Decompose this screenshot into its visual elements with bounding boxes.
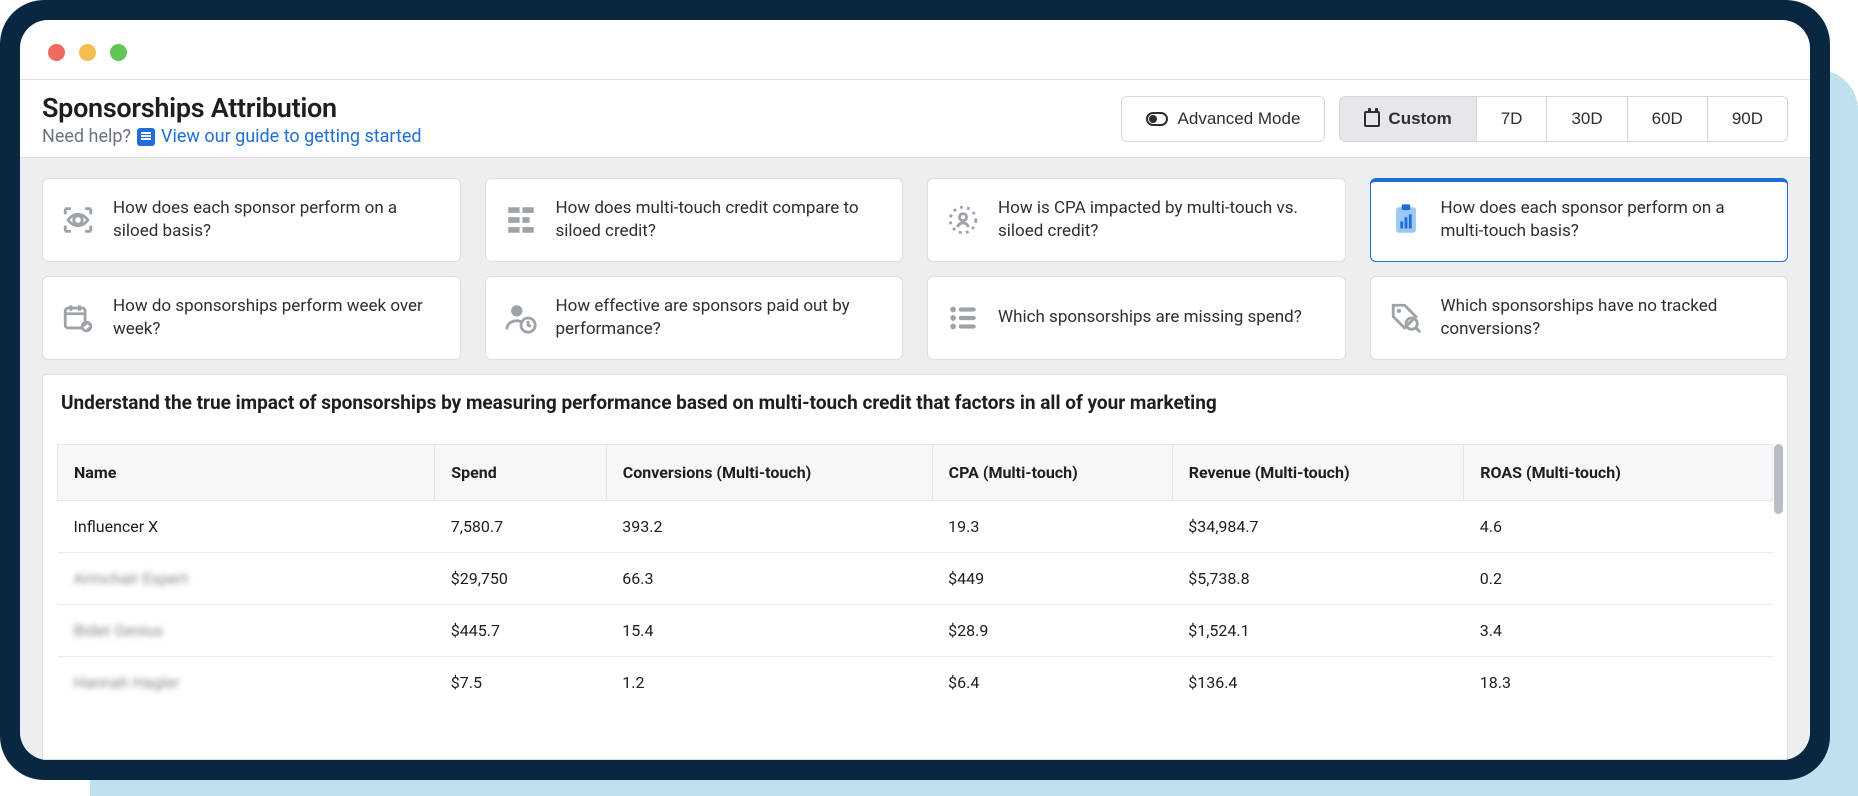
col-roas[interactable]: ROAS (Multi-touch) bbox=[1464, 444, 1773, 500]
user-clock-icon bbox=[504, 301, 538, 335]
card-no-conversions[interactable]: Which sponsorships have no tracked conve… bbox=[1370, 276, 1789, 360]
topbar: Sponsorships Attribution Need help? View… bbox=[20, 79, 1810, 158]
cell-name: Hannah Hagler bbox=[58, 656, 435, 708]
cell-cpa: $449 bbox=[932, 552, 1172, 604]
calendar-icon bbox=[1364, 111, 1380, 127]
cell-spend: $445.7 bbox=[435, 604, 607, 656]
card-cpa-impact[interactable]: How is CPA impacted by multi-touch vs. s… bbox=[927, 178, 1346, 262]
col-revenue[interactable]: Revenue (Multi-touch) bbox=[1172, 444, 1464, 500]
calendar-check-icon bbox=[61, 301, 95, 335]
help-link[interactable]: View our guide to getting started bbox=[161, 126, 422, 147]
browser-window: Sponsorships Attribution Need help? View… bbox=[20, 20, 1810, 760]
advanced-mode-button[interactable]: Advanced Mode bbox=[1121, 96, 1326, 142]
page-title: Sponsorships Attribution bbox=[42, 92, 422, 124]
table-body: Influencer X7,580.7393.219.3$34,984.74.6… bbox=[58, 500, 1773, 708]
table-header-row: Name Spend Conversions (Multi-touch) CPA… bbox=[58, 444, 1773, 500]
top-controls: Advanced Mode Custom 7D 30D 60D 90D bbox=[1121, 96, 1788, 142]
col-cpa[interactable]: CPA (Multi-touch) bbox=[932, 444, 1172, 500]
card-label: How do sponsorships perform week over we… bbox=[113, 295, 442, 341]
clipboard-chart-icon bbox=[1389, 203, 1423, 237]
tag-search-icon bbox=[1389, 301, 1423, 335]
cell-roas: 3.4 bbox=[1464, 604, 1773, 656]
page-content: Sponsorships Attribution Need help? View… bbox=[20, 79, 1810, 760]
user-gear-icon bbox=[946, 203, 980, 237]
range-60d-button[interactable]: 60D bbox=[1628, 97, 1708, 141]
table-row[interactable]: Bidet Genius$445.715.4$28.9$1,524.13.4 bbox=[58, 604, 1773, 656]
advanced-mode-label: Advanced Mode bbox=[1178, 109, 1301, 129]
range-custom-label: Custom bbox=[1388, 109, 1451, 129]
col-spend[interactable]: Spend bbox=[435, 444, 607, 500]
dark-frame: Sponsorships Attribution Need help? View… bbox=[0, 0, 1830, 780]
card-label: Which sponsorships have no tracked conve… bbox=[1441, 295, 1770, 341]
cell-rev: $1,524.1 bbox=[1172, 604, 1464, 656]
list-icon bbox=[946, 301, 980, 335]
cell-roas: 18.3 bbox=[1464, 656, 1773, 708]
close-window-icon[interactable] bbox=[48, 44, 65, 61]
question-cards: How does each sponsor perform on a siloe… bbox=[20, 158, 1810, 374]
table-container: Name Spend Conversions (Multi-touch) CPA… bbox=[42, 430, 1788, 760]
eye-icon bbox=[61, 203, 95, 237]
section-title: Understand the true impact of sponsorshi… bbox=[42, 374, 1788, 430]
cell-cpa: 19.3 bbox=[932, 500, 1172, 552]
table-row[interactable]: Influencer X7,580.7393.219.3$34,984.74.6 bbox=[58, 500, 1773, 552]
col-name[interactable]: Name bbox=[58, 444, 435, 500]
help-prefix: Need help? bbox=[42, 126, 131, 147]
table-row[interactable]: Hannah Hagler$7.51.2$6.4$136.418.3 bbox=[58, 656, 1773, 708]
maximize-window-icon[interactable] bbox=[110, 44, 127, 61]
card-label: How does each sponsor perform on a multi… bbox=[1441, 197, 1770, 243]
cell-conv: 66.3 bbox=[606, 552, 932, 604]
date-range-group: Custom 7D 30D 60D 90D bbox=[1339, 96, 1788, 142]
card-label: How does multi-touch credit compare to s… bbox=[556, 197, 885, 243]
card-performance-payout[interactable]: How effective are sponsors paid out by p… bbox=[485, 276, 904, 360]
cell-spend: 7,580.7 bbox=[435, 500, 607, 552]
card-credit-compare[interactable]: How does multi-touch credit compare to s… bbox=[485, 178, 904, 262]
card-label: How is CPA impacted by multi-touch vs. s… bbox=[998, 197, 1327, 243]
card-label: Which sponsorships are missing spend? bbox=[998, 306, 1302, 329]
card-multitouch-performance[interactable]: How does each sponsor perform on a multi… bbox=[1370, 178, 1789, 262]
cell-name: Influencer X bbox=[58, 500, 435, 552]
window-traffic-lights bbox=[20, 20, 1810, 79]
cell-cpa: $6.4 bbox=[932, 656, 1172, 708]
range-90d-button[interactable]: 90D bbox=[1708, 97, 1787, 141]
table-row[interactable]: Armchair Expert$29,75066.3$449$5,738.80.… bbox=[58, 552, 1773, 604]
scrollbar[interactable] bbox=[1774, 444, 1783, 514]
card-label: How effective are sponsors paid out by p… bbox=[556, 295, 885, 341]
cell-roas: 0.2 bbox=[1464, 552, 1773, 604]
card-siloed-performance[interactable]: How does each sponsor perform on a siloe… bbox=[42, 178, 461, 262]
cell-rev: $34,984.7 bbox=[1172, 500, 1464, 552]
minimize-window-icon[interactable] bbox=[79, 44, 96, 61]
cell-name: Armchair Expert bbox=[58, 552, 435, 604]
range-30d-button[interactable]: 30D bbox=[1547, 97, 1627, 141]
range-custom-button[interactable]: Custom bbox=[1340, 97, 1476, 141]
cell-roas: 4.6 bbox=[1464, 500, 1773, 552]
cell-rev: $5,738.8 bbox=[1172, 552, 1464, 604]
cell-conv: 393.2 bbox=[606, 500, 932, 552]
cell-cpa: $28.9 bbox=[932, 604, 1172, 656]
toggle-icon bbox=[1146, 112, 1168, 126]
grid-icon bbox=[504, 203, 538, 237]
cell-spend: $29,750 bbox=[435, 552, 607, 604]
range-7d-button[interactable]: 7D bbox=[1477, 97, 1548, 141]
cell-name: Bidet Genius bbox=[58, 604, 435, 656]
title-block: Sponsorships Attribution Need help? View… bbox=[42, 92, 422, 147]
card-missing-spend[interactable]: Which sponsorships are missing spend? bbox=[927, 276, 1346, 360]
card-week-over-week[interactable]: How do sponsorships perform week over we… bbox=[42, 276, 461, 360]
col-conversions[interactable]: Conversions (Multi-touch) bbox=[606, 444, 932, 500]
cell-spend: $7.5 bbox=[435, 656, 607, 708]
book-icon bbox=[137, 128, 155, 146]
cell-rev: $136.4 bbox=[1172, 656, 1464, 708]
card-label: How does each sponsor perform on a siloe… bbox=[113, 197, 442, 243]
sponsorship-table: Name Spend Conversions (Multi-touch) CPA… bbox=[57, 444, 1773, 708]
help-row: Need help? View our guide to getting sta… bbox=[42, 126, 422, 147]
cell-conv: 1.2 bbox=[606, 656, 932, 708]
cell-conv: 15.4 bbox=[606, 604, 932, 656]
